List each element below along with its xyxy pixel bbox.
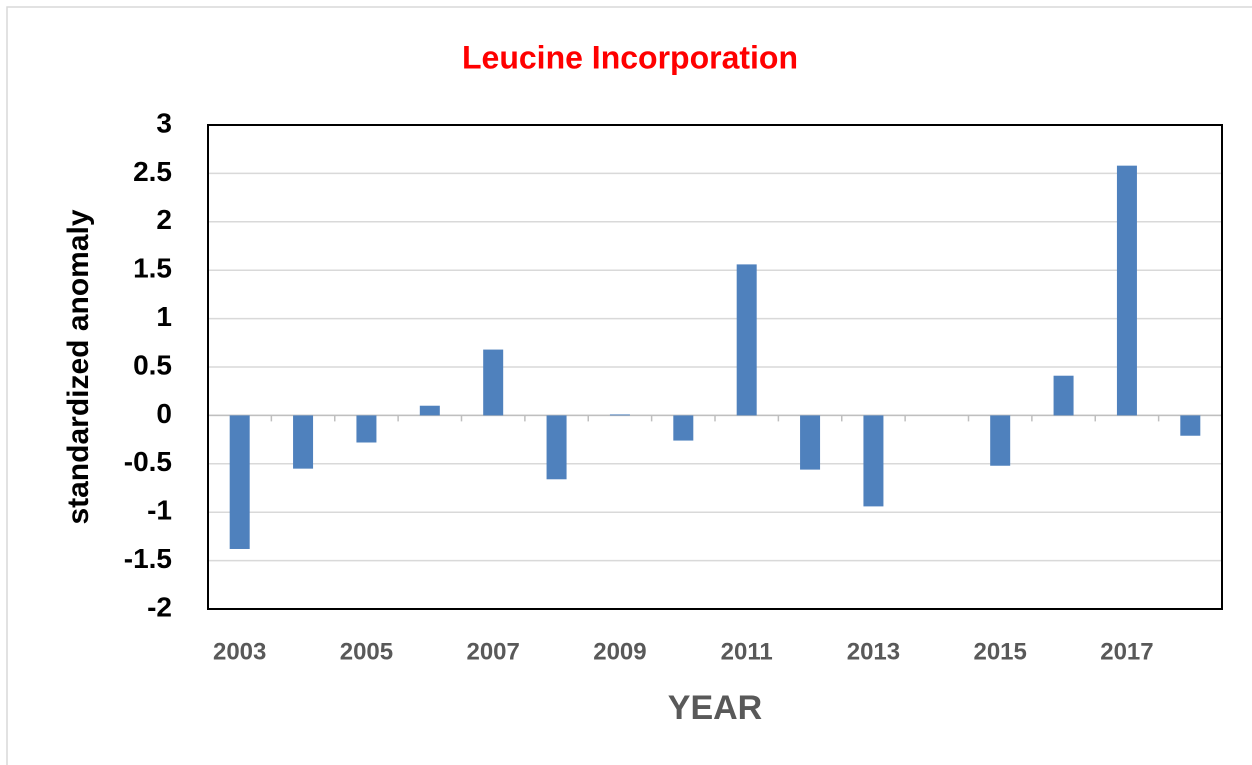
bar	[863, 415, 884, 507]
bar	[293, 415, 314, 469]
bar	[356, 415, 377, 443]
bar	[609, 414, 630, 416]
y-tick-label: -0.5	[124, 446, 172, 477]
bar	[736, 264, 757, 416]
y-tick-label: -1	[147, 495, 172, 526]
bar	[1116, 165, 1137, 416]
x-tick-label: 2015	[973, 638, 1026, 665]
plot-border	[207, 124, 1223, 610]
bar	[229, 415, 250, 549]
bar	[1180, 415, 1201, 436]
bar	[483, 349, 504, 416]
y-tick-label: 1	[156, 301, 172, 332]
y-axis-label: standardized anomaly	[62, 209, 95, 524]
bar	[800, 415, 821, 470]
x-tick-label: 2017	[1100, 638, 1153, 665]
x-tick-label: 2003	[213, 638, 266, 665]
y-tick-label: 2.5	[133, 156, 172, 187]
x-tick-label: 2007	[466, 638, 519, 665]
y-tick-label: -2	[147, 591, 172, 622]
x-axis-label: YEAR	[668, 689, 762, 727]
bar	[546, 415, 567, 480]
chart-frame	[6, 6, 1252, 765]
y-tick-label: 1.5	[133, 253, 172, 284]
y-tick-label: 2	[156, 204, 172, 235]
bar	[419, 405, 440, 416]
bar	[1053, 375, 1074, 416]
x-tick-label: 2013	[847, 638, 900, 665]
x-tick-label: 2005	[340, 638, 393, 665]
y-tick-label: 0	[156, 398, 172, 429]
x-tick-label: 2011	[721, 638, 773, 665]
chart-title: Leucine Incorporation	[462, 39, 798, 75]
bar	[673, 415, 694, 441]
y-tick-label: 3	[156, 107, 172, 138]
y-tick-label: 0.5	[133, 349, 172, 380]
bar	[990, 415, 1011, 466]
y-tick-label: -1.5	[124, 543, 172, 574]
x-tick-label: 2009	[593, 638, 646, 665]
